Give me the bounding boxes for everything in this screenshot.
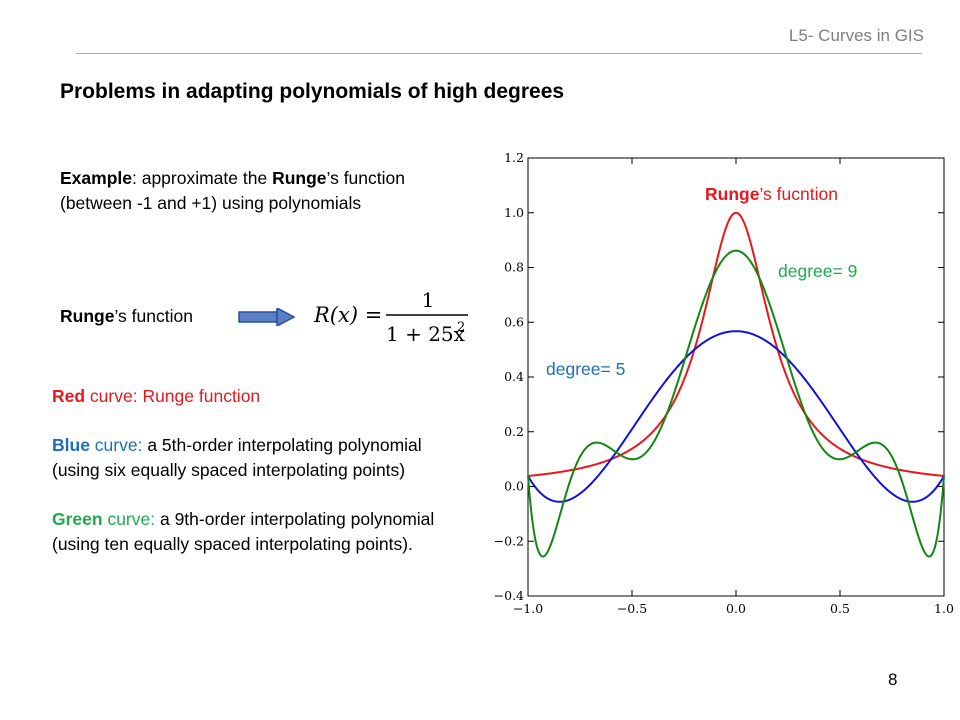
series-line-1 bbox=[527, 330, 945, 503]
y-tick-label: −0.2 bbox=[494, 533, 524, 548]
chart-label-runge-rest: ’s fucntion bbox=[759, 184, 838, 204]
y-tick-label: 0.4 bbox=[504, 369, 524, 384]
legend-green-text-1: curve: bbox=[102, 509, 160, 529]
example-runge: Runge bbox=[272, 168, 327, 188]
x-tick-label: 0.5 bbox=[830, 601, 850, 616]
legend-blue-word: Blue bbox=[52, 435, 90, 455]
right-arrow-icon bbox=[238, 308, 296, 326]
chart-label-runge-bold: Runge bbox=[705, 184, 760, 204]
y-tick-label: 1.2 bbox=[504, 150, 524, 165]
curve-legend: Red curve: Runge function Blue curve: a … bbox=[52, 384, 472, 581]
y-tick-label: 0.8 bbox=[504, 260, 524, 275]
runge-formula: R(x) = 1 1 + 25x 2 bbox=[313, 288, 468, 346]
x-tick-label: −1.0 bbox=[513, 601, 543, 616]
x-tick-label: 0.0 bbox=[726, 601, 746, 616]
x-tick-label: −0.5 bbox=[617, 601, 647, 616]
legend-red: Red curve: Runge function bbox=[52, 384, 472, 409]
chart-label-degree9: degree= 9 bbox=[778, 261, 858, 281]
series-line-0 bbox=[527, 211, 945, 477]
page-number: 8 bbox=[888, 670, 898, 689]
chart-axes: −0.4 −0.2 0.0 0.2 0.4 0.6 0.8 1.0 1.2 −1.0 −0.5 0.0… bbox=[494, 150, 954, 616]
example-text-1: : approximate the bbox=[131, 168, 273, 188]
legend-green-word: Green bbox=[52, 509, 103, 529]
runge-function-label: Runge’s function bbox=[60, 306, 193, 327]
formula-numerator: 1 bbox=[422, 288, 435, 312]
chart-label-runge: Runge’s fucntion bbox=[705, 184, 838, 205]
slide-title: Problems in adapting polynomials of high… bbox=[60, 80, 565, 103]
y-tick-label: 0.6 bbox=[504, 314, 524, 329]
formula-denominator: 1 + 25x bbox=[386, 322, 466, 346]
example-text-2: ’s function (between -1 and +1) using po… bbox=[60, 168, 405, 213]
y-tick-label: 0.0 bbox=[504, 479, 524, 494]
course-title: L5- Curves in GIS bbox=[788, 26, 924, 45]
legend-blue: Blue curve: a 5th-order interpolating po… bbox=[52, 433, 472, 483]
y-tick-label: 0.2 bbox=[504, 424, 524, 439]
x-tick-label: 1.0 bbox=[934, 601, 954, 616]
example-lead: Example bbox=[60, 168, 132, 188]
runge-function-rest: ’s function bbox=[114, 306, 193, 326]
example-paragraph: Example: approximate the Runge’s functio… bbox=[60, 166, 480, 216]
y-tick-label: 1.0 bbox=[504, 205, 524, 220]
header-divider bbox=[76, 53, 922, 54]
legend-red-word: Red bbox=[52, 386, 86, 406]
legend-blue-text-1: curve: bbox=[89, 435, 148, 455]
legend-red-text: curve: Runge function bbox=[85, 386, 261, 406]
legend-green: Green curve: a 9th-order interpolating p… bbox=[52, 507, 472, 557]
legend-blue-text-2: a 5th-order interpolating polynomial (us… bbox=[52, 435, 422, 480]
chart-label-degree5: degree= 5 bbox=[546, 359, 626, 379]
chart-curves bbox=[527, 211, 945, 558]
formula-lhs: R(x) = bbox=[313, 303, 382, 327]
legend-green-text-2: a 9th-order interpolating polynomial (us… bbox=[52, 509, 435, 554]
y-tick-label: −0.4 bbox=[494, 588, 524, 603]
series-line-2 bbox=[527, 249, 945, 558]
formula-exponent: 2 bbox=[457, 320, 465, 335]
runge-function-bold: Runge bbox=[60, 306, 115, 326]
